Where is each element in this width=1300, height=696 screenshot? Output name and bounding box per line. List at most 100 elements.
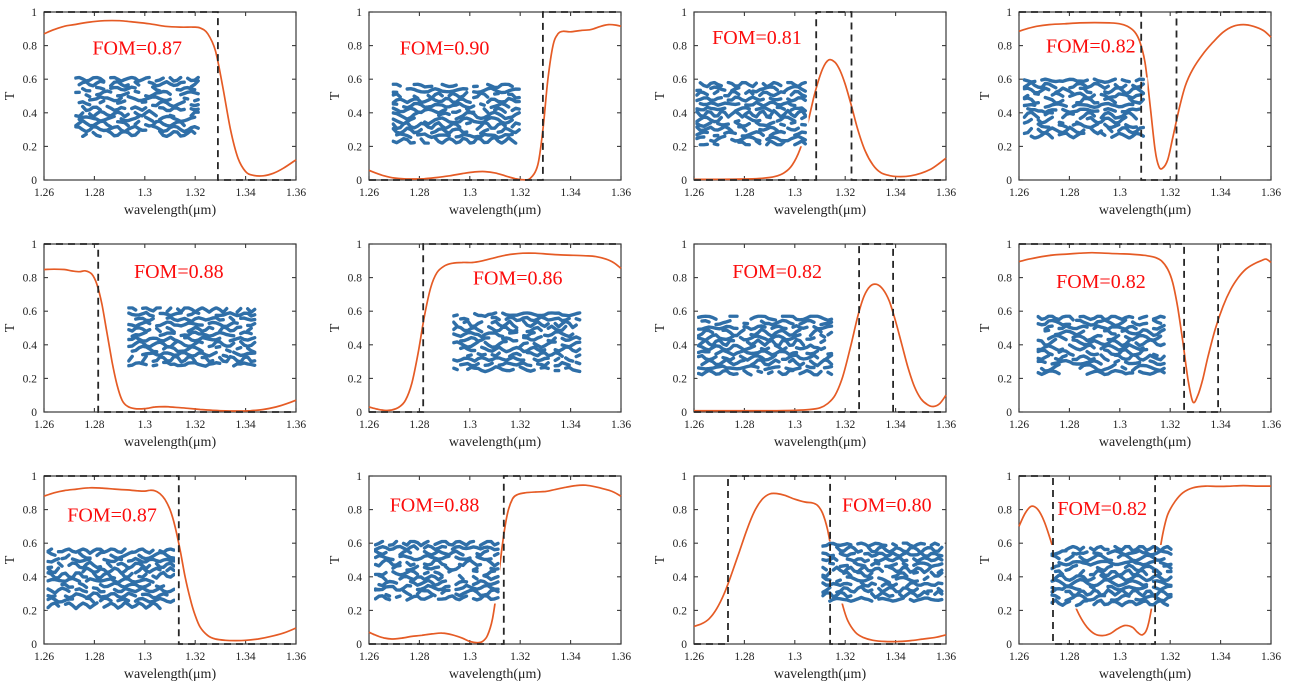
y-tick-label: 0 (1006, 407, 1012, 419)
target-curve (1019, 11, 1271, 181)
y-tick-label: 0 (31, 639, 37, 651)
target-curve (44, 11, 296, 181)
x-tick-label: 1.36 (611, 187, 631, 199)
y-tick-label: 0.8 (673, 273, 688, 285)
y-tick-label: 0.4 (998, 340, 1013, 352)
y-tick-label: 0 (1006, 639, 1012, 651)
y-tick-label: 0.8 (23, 505, 38, 517)
inset-pattern (374, 539, 500, 602)
target-curve (369, 243, 621, 413)
y-tick-label: 0.8 (673, 41, 688, 53)
y-axis-label: T (653, 91, 668, 100)
x-tick-label: 1.32 (185, 651, 205, 663)
y-tick-label: 0.2 (348, 605, 363, 617)
fom-label: FOM=0.82 (1057, 498, 1147, 520)
fom-label: FOM=0.86 (473, 268, 563, 290)
fom-label: FOM=0.80 (842, 495, 932, 517)
x-tick-label: 1.36 (286, 651, 306, 663)
x-tick-label: 1.36 (936, 419, 956, 431)
x-tick-label: 1.32 (510, 651, 530, 663)
inset-pattern (391, 82, 521, 145)
x-axis-label: wavelength(μm) (774, 667, 867, 682)
metasurface-inset (697, 314, 836, 379)
y-tick-label: 0.6 (998, 538, 1013, 550)
fom-label: FOM=0.87 (67, 505, 157, 527)
x-tick-label: 1.28 (409, 419, 429, 431)
subplot-9: 1.26 1.28 1.3 1.32 1.34 1.36 0 0.2 0.4 0.6 0.8 1 wav… (3, 471, 306, 682)
metasurface-inset (46, 547, 176, 611)
x-axis-label: wavelength(μm) (1099, 667, 1192, 682)
target-curve (694, 243, 946, 413)
y-tick-label: 0.4 (23, 340, 38, 352)
transmission-curve (43, 268, 297, 412)
y-tick-label: 0.4 (348, 340, 363, 352)
y-tick-label: 1 (1006, 239, 1012, 251)
y-axis-label: T (653, 323, 668, 332)
x-tick-label: 1.36 (286, 419, 306, 431)
y-tick-label: 0.2 (673, 605, 688, 617)
x-tick-label: 1.34 (236, 651, 256, 663)
y-tick-label: 1 (356, 239, 362, 251)
y-axis-label: T (3, 555, 18, 564)
y-tick-label: 0 (1006, 175, 1012, 187)
y-tick-label: 0 (681, 639, 687, 651)
y-tick-label: 0.2 (998, 141, 1013, 153)
x-tick-label: 1.32 (835, 187, 855, 199)
y-tick-label: 0.8 (348, 41, 363, 53)
x-tick-label: 1.3 (1113, 419, 1128, 431)
target-curve (44, 475, 296, 645)
x-axis-label: wavelength(μm) (449, 667, 542, 682)
transmission-curve (368, 252, 622, 412)
x-tick-label: 1.36 (286, 187, 306, 199)
y-axis-label: T (328, 555, 343, 564)
inset-pattern (697, 314, 834, 377)
x-tick-label: 1.28 (1059, 651, 1079, 663)
y-tick-label: 0.6 (23, 538, 38, 550)
y-tick-label: 1 (356, 471, 362, 483)
fom-label: FOM=0.88 (390, 495, 480, 517)
x-tick-label: 1.3 (138, 187, 153, 199)
fom-label: FOM=0.81 (712, 27, 802, 49)
target-curve (1019, 243, 1271, 413)
y-tick-label: 0.6 (348, 74, 363, 86)
x-axis-label: wavelength(μm) (1099, 435, 1192, 450)
y-tick-label: 1 (31, 239, 37, 251)
x-axis-label: wavelength(μm) (449, 203, 542, 218)
y-tick-label: 0.2 (998, 373, 1013, 385)
y-tick-label: 0.2 (23, 141, 38, 153)
y-axis-label: T (653, 555, 668, 564)
y-tick-label: 1 (1006, 471, 1012, 483)
x-tick-label: 1.32 (835, 419, 855, 431)
x-tick-label: 1.34 (886, 419, 906, 431)
x-tick-label: 1.26 (1009, 651, 1029, 663)
x-tick-label: 1.3 (463, 419, 478, 431)
y-tick-label: 0.8 (348, 273, 363, 285)
y-tick-label: 0.2 (23, 373, 38, 385)
x-tick-label: 1.34 (236, 419, 256, 431)
y-axis-label: T (328, 91, 343, 100)
subplot-2: 1.26 1.28 1.3 1.32 1.34 1.36 0 0.2 0.4 0.6 0.8 1 wav… (328, 7, 631, 218)
y-axis-label: T (978, 91, 993, 100)
inset-pattern (1022, 77, 1145, 140)
x-tick-label: 1.32 (1160, 651, 1180, 663)
y-tick-label: 1 (681, 7, 687, 19)
y-tick-label: 0.4 (348, 108, 363, 120)
x-tick-label: 1.34 (1211, 651, 1231, 663)
x-tick-label: 1.32 (510, 187, 530, 199)
x-tick-label: 1.36 (611, 651, 631, 663)
subplot-10: 1.26 1.28 1.3 1.32 1.34 1.36 0 0.2 0.4 0.6 0.8 1 wav… (328, 471, 631, 682)
y-tick-label: 0 (356, 407, 362, 419)
y-tick-label: 0.2 (673, 373, 688, 385)
y-tick-label: 0.2 (673, 141, 688, 153)
metasurface-inset (74, 75, 202, 138)
y-tick-label: 0.4 (348, 572, 363, 584)
subplot-5: 1.26 1.28 1.3 1.32 1.34 1.36 0 0.2 0.4 0.6 0.8 1 wav… (3, 239, 306, 450)
x-tick-label: 1.36 (936, 651, 956, 663)
x-tick-label: 1.32 (510, 419, 530, 431)
inset-pattern (74, 75, 200, 138)
x-tick-label: 1.26 (1009, 419, 1029, 431)
transmission-curve (1018, 251, 1272, 404)
metasurface-inset (821, 541, 945, 604)
x-tick-label: 1.3 (788, 651, 803, 663)
y-tick-label: 0 (31, 175, 37, 187)
